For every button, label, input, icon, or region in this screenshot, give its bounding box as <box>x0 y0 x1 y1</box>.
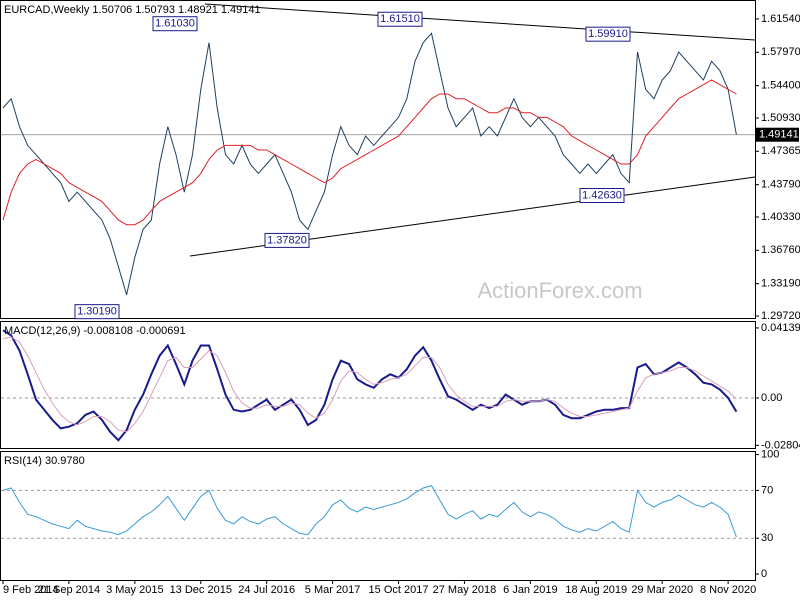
x-tick-label: 29 Mar 2020 <box>631 584 693 596</box>
x-tick-label: 9 Feb 2014 <box>3 584 59 596</box>
y-tick-label: 1.57970 <box>761 46 800 58</box>
y-tick-label: 1.43790 <box>761 179 800 191</box>
panel-title: MACD(12,26,9) -0.008108 -0.000691 <box>4 325 186 337</box>
y-tick-label: 0 <box>761 568 767 580</box>
price-panel <box>0 0 756 319</box>
last-price-box <box>756 127 799 142</box>
series-line <box>2 336 737 433</box>
annotation-box <box>264 232 310 248</box>
y-tick-label: 1.29720 <box>761 310 800 322</box>
x-tick-label: 15 Oct 2017 <box>369 584 429 596</box>
y-tick-label: 1.40330 <box>761 211 800 223</box>
series-line <box>2 32 737 295</box>
annotation-box <box>585 26 631 42</box>
y-tick-label: 70 <box>761 484 773 496</box>
y-tick-label: 1.61540 <box>761 13 800 25</box>
series-line <box>2 79 737 226</box>
y-tick-label: 0.00 <box>761 392 782 404</box>
y-tick-label: 1.47365 <box>761 145 800 157</box>
x-tick-label: 21 Sep 2014 <box>38 584 100 596</box>
annotation-label: 1.61510 <box>380 13 420 25</box>
panel-title: EURCAD,Weekly 1.50706 1.50793 1.48921 1.… <box>4 4 261 16</box>
annotation-box <box>579 188 625 204</box>
macd-panel <box>0 321 756 449</box>
y-tick-label: 0.04139 <box>761 322 800 334</box>
x-tick-label: 27 May 2018 <box>433 584 497 596</box>
annotation-box <box>152 16 198 32</box>
x-tick-label: 18 Aug 2019 <box>565 584 627 596</box>
x-tick-label: 5 Mar 2017 <box>305 584 361 596</box>
y-tick-label: 100 <box>761 448 779 460</box>
x-tick-label: 24 Jul 2016 <box>238 584 295 596</box>
x-tick-label: 8 Nov 2020 <box>700 584 756 596</box>
annotation-box <box>377 11 423 27</box>
y-tick-label: 1.50930 <box>761 112 800 124</box>
last-price-label: 1.49141 <box>759 129 799 141</box>
upper-trendline <box>204 3 756 41</box>
annotation-box <box>74 304 120 320</box>
x-tick-label: 13 Dec 2015 <box>170 584 232 596</box>
panel-title: RSI(14) 30.9780 <box>4 455 85 467</box>
watermark: ActionForex.com <box>477 278 642 303</box>
annotation-label: 1.61030 <box>155 18 195 30</box>
series-line <box>2 485 737 538</box>
annotation-label: 1.30190 <box>77 306 117 318</box>
x-tick-label: 3 May 2015 <box>106 584 163 596</box>
y-tick-label: 1.54400 <box>761 80 800 92</box>
rsi-panel <box>0 451 756 581</box>
y-tick-label: 30 <box>761 532 773 544</box>
annotation-label: 1.42630 <box>582 189 622 201</box>
y-tick-label: -0.02804 <box>761 439 800 451</box>
y-tick-label: 1.36760 <box>761 244 800 256</box>
y-tick-label: 1.33190 <box>761 278 800 290</box>
annotation-label: 1.59910 <box>588 28 628 40</box>
x-tick-label: 6 Jan 2019 <box>503 584 557 596</box>
annotation-label: 1.37820 <box>267 234 307 246</box>
